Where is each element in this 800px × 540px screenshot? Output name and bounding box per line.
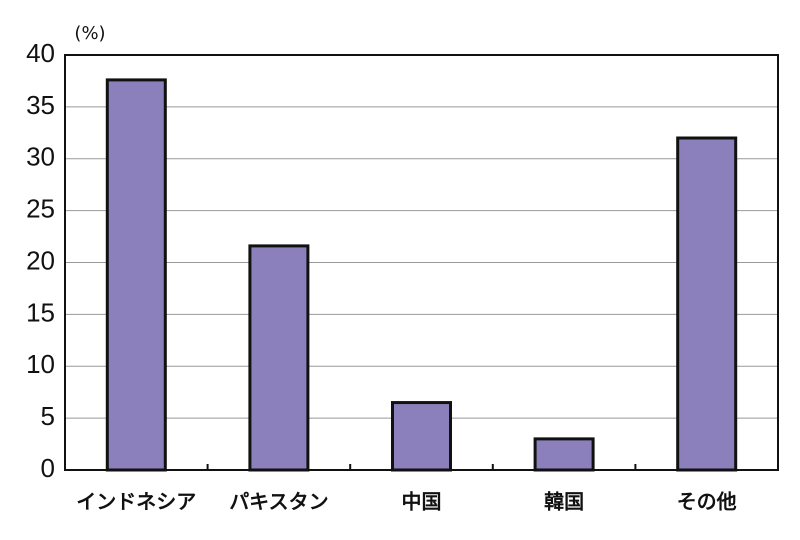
x-tick-label: 韓国 — [544, 490, 584, 514]
y-tick-label: 35 — [26, 90, 55, 120]
bar — [248, 244, 310, 472]
bar — [105, 78, 167, 472]
bar — [676, 136, 738, 472]
y-tick-label: 15 — [26, 297, 55, 327]
x-tick-label: その他 — [677, 490, 737, 514]
x-tick-label: 中国 — [402, 490, 442, 514]
y-tick-label: 10 — [26, 349, 55, 379]
y-axis-unit: (%) — [74, 23, 105, 44]
y-tick-label: 5 — [41, 401, 55, 431]
y-tick-label: 20 — [26, 245, 55, 275]
y-tick-label: 0 — [41, 453, 55, 483]
y-tick-label: 40 — [26, 38, 55, 68]
y-tick-label: 30 — [26, 142, 55, 172]
x-tick-label: パキスタン — [229, 490, 328, 514]
y-tick-label: 25 — [26, 194, 55, 224]
bar — [391, 401, 452, 472]
bar — [533, 437, 595, 472]
x-tick-label: インドネシア — [76, 490, 196, 514]
